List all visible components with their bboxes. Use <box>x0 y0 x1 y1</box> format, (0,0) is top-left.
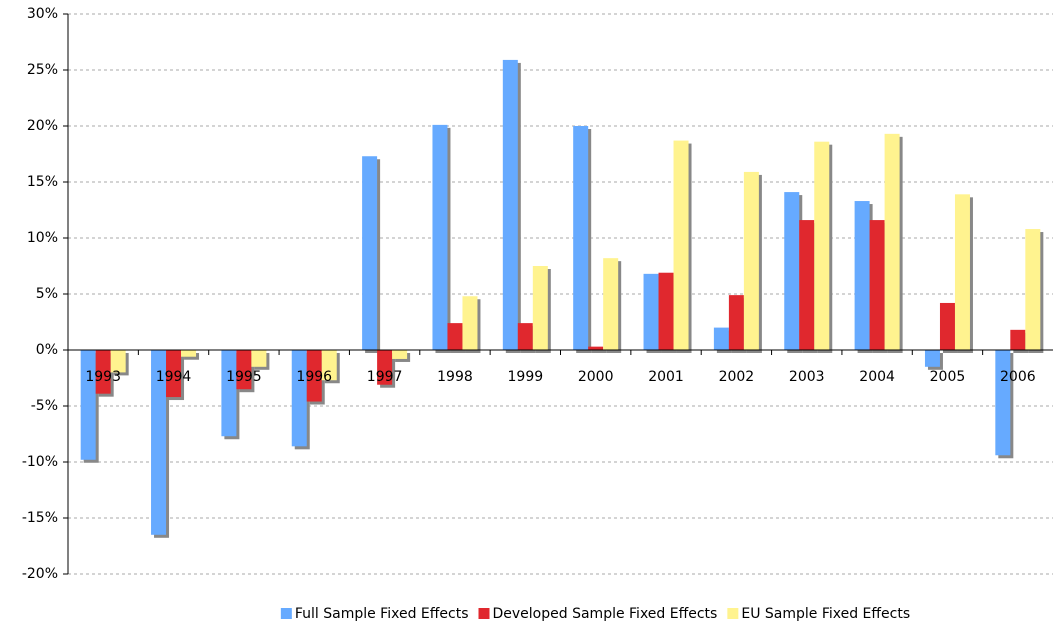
bar <box>110 350 126 373</box>
x-tick-label: 2002 <box>719 369 755 385</box>
legend-label: EU Sample Fixed Effects <box>741 606 910 622</box>
legend-swatch <box>280 608 292 619</box>
bar <box>658 272 674 350</box>
bar <box>884 133 900 350</box>
y-tick-label: -15% <box>22 510 58 526</box>
bar <box>151 350 167 535</box>
bar <box>814 141 830 350</box>
x-tick-label: 2000 <box>578 369 614 385</box>
x-tick-label: 1999 <box>508 369 544 385</box>
bar <box>728 295 744 350</box>
bar <box>1010 329 1026 350</box>
bar <box>432 124 448 350</box>
bar <box>166 350 182 398</box>
x-tick-label: 1994 <box>156 369 192 385</box>
bar <box>869 220 885 350</box>
y-tick-label: 5% <box>36 286 58 302</box>
bar <box>362 156 378 350</box>
y-tick-label: -10% <box>22 454 58 470</box>
bar <box>713 327 729 350</box>
x-tick-label: 2006 <box>1000 369 1036 385</box>
y-tick-label: 20% <box>27 118 58 134</box>
bar <box>306 350 322 402</box>
x-tick-label: 2003 <box>789 369 825 385</box>
bar <box>924 350 940 367</box>
bar <box>80 350 96 460</box>
x-tick-label: 1998 <box>437 369 473 385</box>
x-tick-label: 2001 <box>648 369 684 385</box>
bar <box>251 350 267 367</box>
bar <box>517 323 533 350</box>
legend-label: Developed Sample Fixed Effects <box>493 606 718 622</box>
bar <box>799 220 815 350</box>
bar <box>954 194 970 350</box>
x-tick-label: 2005 <box>930 369 966 385</box>
legend-swatch <box>478 608 490 619</box>
x-tick-label: 1996 <box>296 369 332 385</box>
bar <box>532 266 548 350</box>
bar <box>588 346 604 350</box>
x-tick-label: 1997 <box>367 369 403 385</box>
bar <box>603 258 619 350</box>
bar <box>939 302 955 350</box>
bar <box>673 140 689 350</box>
bar <box>462 296 478 350</box>
y-tick-label: 30% <box>27 6 58 22</box>
bar <box>392 350 408 359</box>
x-tick-label: 1995 <box>226 369 262 385</box>
y-tick-label: -5% <box>31 398 58 414</box>
legend-label: Full Sample Fixed Effects <box>295 606 469 622</box>
bar <box>181 350 197 357</box>
y-tick-label: 0% <box>36 342 58 358</box>
y-tick-label: 10% <box>27 230 58 246</box>
bar <box>643 273 659 350</box>
bar <box>321 350 337 381</box>
bar <box>447 323 463 350</box>
y-tick-label: -20% <box>22 566 58 582</box>
y-tick-label: 15% <box>27 174 58 190</box>
bar <box>1025 229 1041 350</box>
bar <box>221 350 237 437</box>
bar <box>854 201 870 350</box>
bar <box>236 350 252 390</box>
bar <box>502 59 518 351</box>
bar <box>784 192 800 350</box>
bar <box>95 350 111 394</box>
bar <box>377 350 393 385</box>
bar-shadow <box>591 349 607 353</box>
y-tick-label: 25% <box>27 62 58 78</box>
bar <box>743 171 759 350</box>
bar <box>291 350 307 447</box>
x-tick-label: 1993 <box>85 369 121 385</box>
x-tick-label: 2004 <box>859 369 895 385</box>
bar <box>573 126 589 350</box>
legend-swatch <box>727 608 739 619</box>
bar <box>995 350 1011 456</box>
